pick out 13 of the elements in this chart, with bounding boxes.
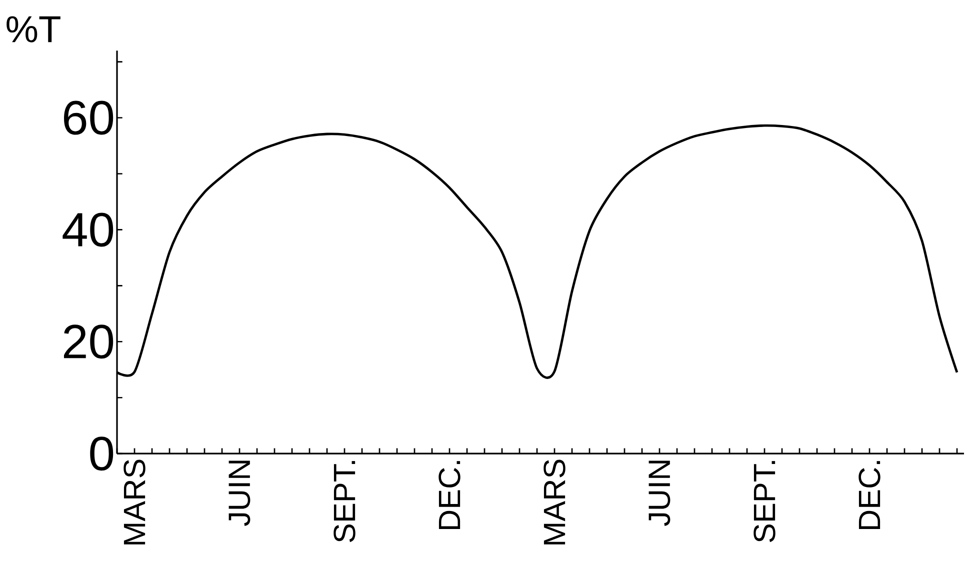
x-tick-label: MARS <box>544 460 566 544</box>
x-tick-label: SEPT. <box>754 461 776 542</box>
x-tick-label: SEPT. <box>334 461 356 542</box>
x-tick-label: MARS <box>124 460 146 544</box>
x-tick-label: JUIN <box>648 460 670 526</box>
y-axis-title: %T <box>6 16 60 42</box>
y-tick-label: 40 <box>62 212 114 247</box>
y-tick-label: 20 <box>64 324 114 359</box>
x-tick-label: DEC. <box>438 461 460 530</box>
y-tick-label: 0 <box>90 436 114 471</box>
x-tick-label: JUIN <box>228 460 250 526</box>
x-tick-label: DEC. <box>858 461 880 530</box>
y-tick-label: 60 <box>64 100 114 135</box>
